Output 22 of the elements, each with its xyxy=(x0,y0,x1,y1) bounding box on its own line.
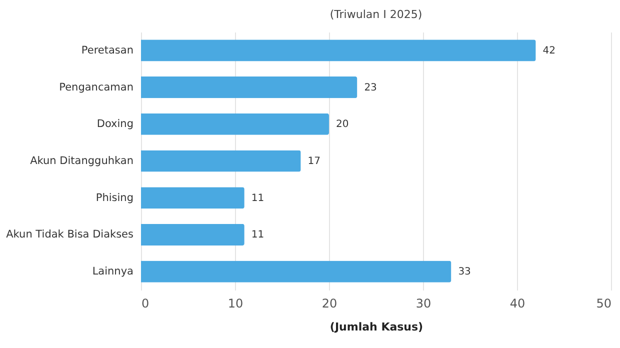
data-label: 23 xyxy=(364,82,377,94)
y-tick-label: Lainnya xyxy=(92,266,134,278)
x-tick-label: 30 xyxy=(416,296,432,310)
y-tick-label: Pengancaman xyxy=(59,81,134,94)
x-tick-label: 20 xyxy=(322,296,338,310)
data-label: 33 xyxy=(458,266,471,278)
y-tick-label: Akun Tidak Bisa Diakses xyxy=(6,228,134,241)
y-tick-label: Doxing xyxy=(96,118,134,130)
data-label: 42 xyxy=(542,45,556,56)
y-tick-label: Akun Ditangguhkan xyxy=(30,155,134,167)
x-tick-label: 0 xyxy=(142,296,150,310)
x-tick-label: 40 xyxy=(510,296,526,310)
x-tick-label: 50 xyxy=(596,296,612,310)
y-tick-label: Phising xyxy=(96,192,134,204)
chart-subtitle: (Triwulan I 2025) xyxy=(330,8,422,21)
data-label: 17 xyxy=(308,156,321,167)
data-label: 11 xyxy=(251,192,264,204)
y-tick-label: Peretasan xyxy=(81,44,134,56)
data-label: 20 xyxy=(336,119,349,130)
x-tick-label: 10 xyxy=(228,296,244,310)
x-axis-title: (Jumlah Kasus) xyxy=(330,320,424,334)
data-label: 11 xyxy=(251,230,264,241)
